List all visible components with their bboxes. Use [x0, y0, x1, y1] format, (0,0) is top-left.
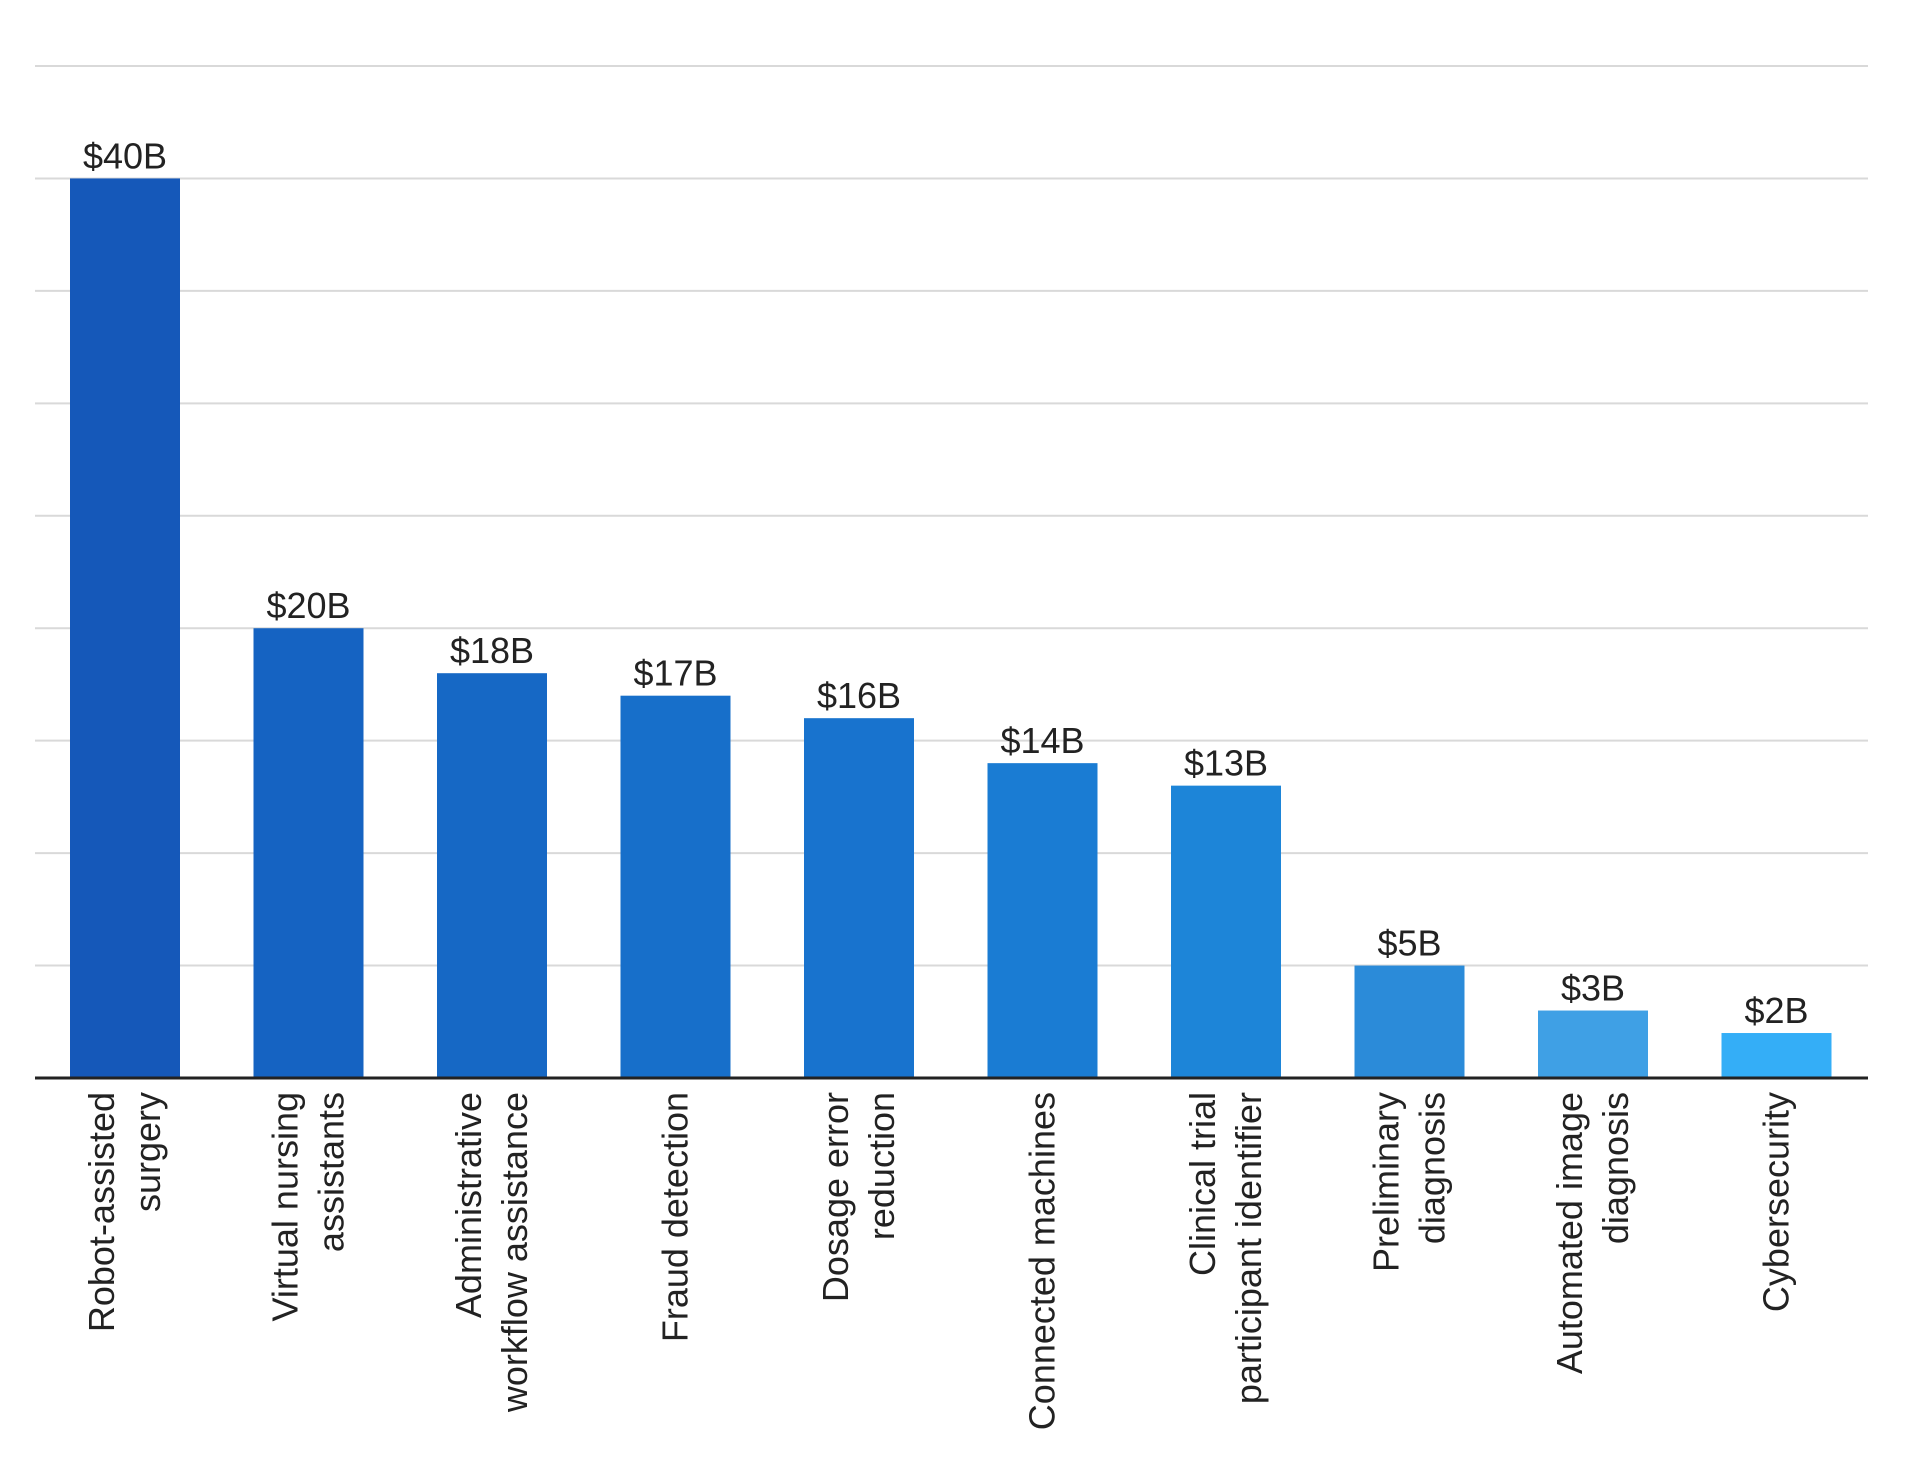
- data-label: $14B: [1000, 720, 1084, 761]
- bar: [804, 718, 914, 1078]
- category-label-line: assistants: [311, 1092, 352, 1252]
- bar: [1171, 785, 1281, 1078]
- category-label: Fraud detection: [655, 1092, 696, 1342]
- category-label-line: Cybersecurity: [1756, 1092, 1797, 1312]
- category-label: Preliminary diagnosis: [1366, 1092, 1453, 1272]
- category-label-line: Virtual nursing: [265, 1092, 306, 1321]
- category-label-line: diagnosis: [1595, 1092, 1636, 1244]
- bars: [70, 178, 1832, 1078]
- data-label: $3B: [1561, 968, 1625, 1009]
- category-label: Connected machines: [1022, 1092, 1063, 1430]
- bar: [70, 178, 180, 1078]
- category-label-line: Robot-assisted: [81, 1092, 122, 1332]
- category-label: Cybersecurity: [1756, 1092, 1797, 1312]
- category-label-line: Automated image: [1549, 1092, 1590, 1374]
- bar: [437, 673, 547, 1078]
- data-label: $13B: [1184, 743, 1268, 784]
- category-label: Clinical trial participant identifier: [1182, 1092, 1269, 1404]
- data-labels: $40B $20B $18B $17B $16B $14B $13B $5B $3B $2B: [83, 135, 1809, 1031]
- category-label: Administrative workflow assistance: [448, 1092, 535, 1413]
- data-label: $16B: [817, 675, 901, 716]
- bar: [1538, 1010, 1648, 1078]
- category-label-line: workflow assistance: [494, 1092, 535, 1413]
- bar: [987, 763, 1098, 1078]
- data-label: $2B: [1744, 990, 1808, 1031]
- category-label: Robot-assisted surgery: [81, 1092, 168, 1332]
- data-label: $5B: [1377, 923, 1441, 964]
- data-label: $40B: [83, 135, 167, 176]
- category-label-line: participant identifier: [1228, 1092, 1269, 1404]
- data-label: $17B: [633, 653, 717, 694]
- bar: [620, 695, 731, 1078]
- data-label: $18B: [450, 630, 534, 671]
- bar: [253, 628, 364, 1078]
- category-label-line: diagnosis: [1412, 1092, 1453, 1244]
- category-label: Virtual nursing assistants: [265, 1092, 352, 1321]
- data-label: $20B: [266, 585, 350, 626]
- category-label-line: reduction: [861, 1092, 902, 1240]
- category-label: Automated image diagnosis: [1549, 1092, 1636, 1374]
- category-label-line: Dosage error: [815, 1092, 856, 1302]
- category-label: Dosage error reduction: [815, 1092, 902, 1302]
- category-label-line: Fraud detection: [655, 1092, 696, 1342]
- bar: [1354, 965, 1465, 1078]
- category-label-line: Preliminary: [1366, 1092, 1407, 1272]
- category-label-line: Clinical trial: [1182, 1092, 1223, 1276]
- category-label-line: Connected machines: [1022, 1092, 1063, 1430]
- bar: [1721, 1033, 1832, 1078]
- category-label-line: surgery: [127, 1092, 168, 1212]
- category-label-line: Administrative: [448, 1092, 489, 1318]
- category-labels: Robot-assisted surgery Virtual nursing assi…: [81, 1092, 1797, 1430]
